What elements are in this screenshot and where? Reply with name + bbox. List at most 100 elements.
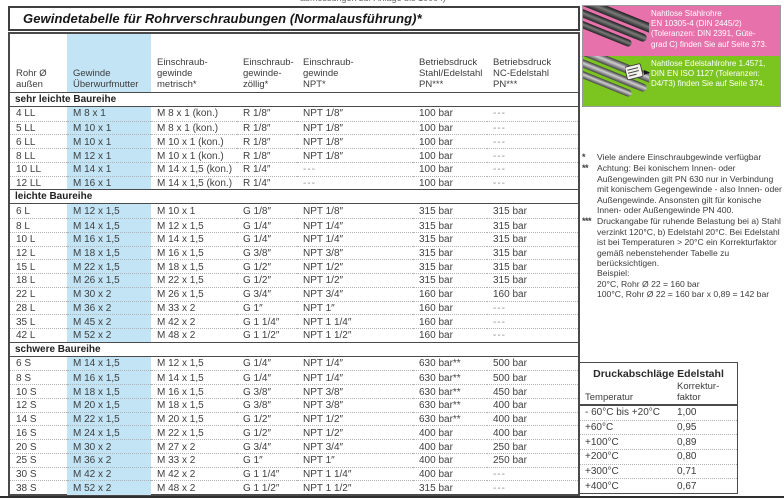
steel-pipes-text: Nahtlose Stahlrohre EN 10305-4 (DIN 2445… bbox=[651, 9, 768, 49]
table-cell: G 3/4″ bbox=[237, 286, 297, 302]
footnote-marker: * bbox=[582, 152, 586, 162]
table-cell: M 16 x 1,5 bbox=[67, 231, 151, 247]
footnote: *** Druckangabe für ruhende Belastung bei… bbox=[582, 216, 782, 299]
table-cell: 630 bar** bbox=[419, 358, 461, 370]
table-cell: NPT 1 1/4″ bbox=[297, 466, 413, 482]
thread-table-header: Rohr Ø außen Gewinde Überwurfmutter Eins… bbox=[10, 34, 578, 93]
table-cell: 100 bar bbox=[413, 161, 487, 177]
table-cell: M 14 x 1,5 bbox=[67, 218, 151, 233]
table-cell: NPT 1/2″ bbox=[297, 411, 413, 427]
table-cell: 4 LL bbox=[16, 108, 36, 120]
table-cell: 22 L bbox=[10, 286, 67, 302]
correction-row: +300°C 0,71 bbox=[580, 463, 737, 479]
col-header-npt: Einschraub- gewinde NPT* bbox=[303, 57, 354, 90]
table-cell: 100 bar bbox=[413, 175, 487, 191]
correction-row: +400°C 0,67 bbox=[580, 478, 737, 493]
table-cell: 400 bar bbox=[413, 452, 487, 468]
table-cell: M 16 x 1,5 bbox=[67, 370, 151, 386]
table-cell: R 1/8″ bbox=[243, 108, 271, 120]
correction-row: - 60°C bis +20°C 1,00 bbox=[580, 406, 737, 420]
title-box: Gewindetabelle für Rohrverschraubungen (… bbox=[8, 6, 580, 31]
table-cell: 315 bar bbox=[413, 259, 487, 274]
table-cell: G 1/4″ bbox=[237, 370, 297, 385]
table-cell: 30 S bbox=[10, 466, 67, 482]
table-cell: 315 bar bbox=[413, 480, 487, 495]
table-cell: --- bbox=[487, 134, 578, 149]
correction-factor: 0,80 bbox=[677, 451, 697, 463]
table-cell: 20 S bbox=[10, 439, 67, 454]
table-cell: M 18 x 1,5 bbox=[67, 245, 151, 261]
table-cell: NPT 1/8″ bbox=[297, 148, 413, 163]
table-cell: NPT 3/4″ bbox=[297, 286, 413, 302]
table-cell: --- bbox=[493, 108, 506, 120]
table-cell: NPT 1/4″ bbox=[303, 358, 344, 370]
table-cell: 100 bar bbox=[413, 148, 487, 163]
table-cell: 315 bar bbox=[419, 205, 453, 217]
table-cell: M 18 x 1,5 bbox=[151, 259, 237, 274]
section-header: schwere Baureihe bbox=[10, 341, 578, 357]
table-cell: M 20 x 1,5 bbox=[67, 397, 151, 413]
section-header: leichte Baureihe bbox=[10, 189, 578, 205]
table-cell: --- bbox=[487, 120, 578, 136]
table-cell: 100 bar bbox=[413, 120, 487, 136]
table-cell: M 24 x 1,5 bbox=[67, 425, 151, 441]
table-cell: NPT 3/8″ bbox=[297, 384, 413, 399]
table-cell: 8 S bbox=[10, 370, 67, 385]
table-cell: --- bbox=[487, 466, 578, 482]
table-cell: M 26 x 1,5 bbox=[67, 273, 151, 288]
table-cell: 400 bar bbox=[413, 439, 487, 454]
footnote-text: Achtung: Bei konischem Innen- oder Außen… bbox=[597, 163, 782, 216]
table-cell: 12 LL bbox=[10, 175, 67, 191]
table-cell: NPT 1/4″ bbox=[297, 231, 413, 247]
table-row: 6 L M 12 x 1,5 M 10 x 1 G 1/8″ NPT 1/8″ 315 b… bbox=[10, 204, 578, 219]
footnote-text: Viele andere Einschraubgewinde verfügbar bbox=[597, 152, 762, 162]
table-cell: R 1/8″ bbox=[237, 148, 297, 163]
table-cell: R 1/4″ bbox=[237, 161, 297, 177]
table-cell: M 12 x 1,5 bbox=[151, 218, 237, 233]
correction-factor: 1,00 bbox=[677, 407, 697, 419]
table-cell: G 1 1/4″ bbox=[237, 466, 297, 482]
pipe-info-box: Nahtlose Stahlrohre EN 10305-4 (DIN 2445… bbox=[582, 5, 781, 107]
table-cell: M 12 x 1,5 bbox=[157, 358, 204, 370]
table-cell: M 14 x 1,5 bbox=[151, 370, 237, 385]
table-cell: 630 bar** bbox=[413, 411, 487, 427]
table-row: 6 S M 14 x 1,5 M 12 x 1,5 G 1/4″ NPT 1/4″ 630… bbox=[10, 356, 578, 371]
correction-factor: 0,95 bbox=[677, 422, 697, 433]
table-cell: 315 bar bbox=[487, 259, 578, 274]
table-cell: G 1/2″ bbox=[237, 411, 297, 427]
table-cell: NPT 3/8″ bbox=[297, 245, 413, 261]
footnotes: * Viele andere Einschraubgewinde verfügba… bbox=[582, 152, 782, 301]
table-cell: 10 L bbox=[10, 231, 67, 247]
table-cell: M 22 x 1,5 bbox=[151, 425, 237, 440]
table-cell: --- bbox=[487, 328, 578, 343]
table-cell: M 36 x 2 bbox=[67, 300, 151, 316]
corr-col-temperatur: Temperatur bbox=[585, 392, 634, 403]
table-cell: M 42 x 2 bbox=[151, 466, 237, 482]
table-cell: NPT 1 1/4″ bbox=[297, 314, 413, 329]
table-cell: M 22 x 1,5 bbox=[67, 411, 151, 427]
table-cell: 160 bar bbox=[413, 286, 487, 302]
steel-pipes-image bbox=[583, 6, 649, 47]
footnote-marker: ** bbox=[582, 163, 589, 174]
table-cell: 160 bar bbox=[413, 300, 487, 316]
table-cell: 315 bar bbox=[493, 205, 527, 217]
table-cell: --- bbox=[487, 480, 578, 495]
table-cell: --- bbox=[487, 300, 578, 316]
correction-temperature: +200°C bbox=[585, 451, 619, 463]
table-cell: NPT 1/8″ bbox=[303, 205, 344, 217]
table-cell: NPT 1/4″ bbox=[297, 370, 413, 385]
stainless-pipes-text: Nahtlose Edelstahlrohre 1.4571, DIN EN I… bbox=[651, 59, 766, 89]
table-cell: --- bbox=[297, 161, 413, 177]
table-cell: M 8 x 1 (kon.) bbox=[157, 108, 219, 120]
